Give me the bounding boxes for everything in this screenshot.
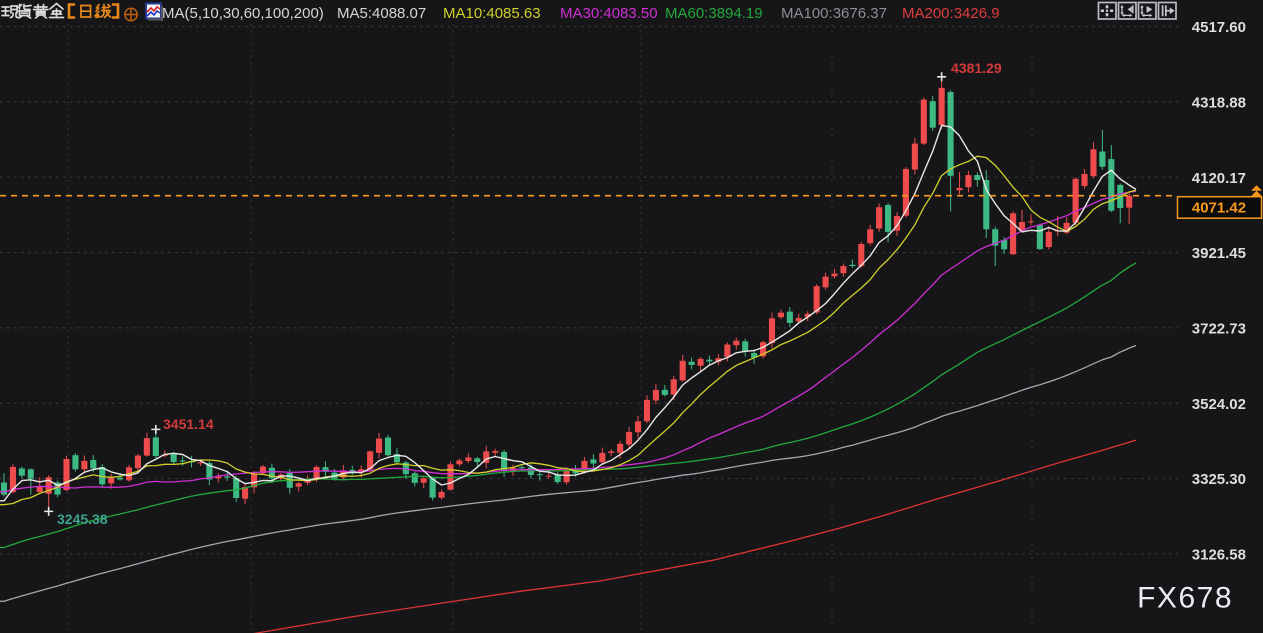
svg-text:3126.58: 3126.58 [1192, 546, 1246, 563]
svg-text:MA30:4083.50: MA30:4083.50 [560, 5, 658, 22]
svg-text:4381.29: 4381.29 [951, 60, 1002, 76]
svg-text:4517.60: 4517.60 [1192, 19, 1246, 36]
svg-text:MA5:4088.07: MA5:4088.07 [337, 5, 426, 22]
svg-text:MA100:3676.37: MA100:3676.37 [781, 5, 887, 22]
svg-text:3921.45: 3921.45 [1192, 245, 1246, 262]
svg-text:MA10:4085.63: MA10:4085.63 [443, 5, 541, 22]
svg-text:FX678: FX678 [1137, 582, 1233, 615]
svg-text:4318.88: 4318.88 [1192, 94, 1246, 111]
svg-text:3451.14: 3451.14 [163, 416, 214, 432]
svg-text:3325.30: 3325.30 [1192, 471, 1246, 488]
svg-text:MA60:3894.19: MA60:3894.19 [665, 5, 763, 22]
svg-text:4120.17: 4120.17 [1192, 170, 1246, 187]
svg-text:3524.02: 3524.02 [1192, 396, 1246, 413]
svg-text:MA200:3426.9: MA200:3426.9 [902, 5, 1000, 22]
svg-text:3722.73: 3722.73 [1192, 320, 1246, 337]
svg-text:4071.42: 4071.42 [1192, 200, 1246, 217]
svg-text:3245.38: 3245.38 [57, 511, 108, 527]
svg-text:MA(5,10,30,60,100,200): MA(5,10,30,60,100,200) [162, 5, 324, 22]
